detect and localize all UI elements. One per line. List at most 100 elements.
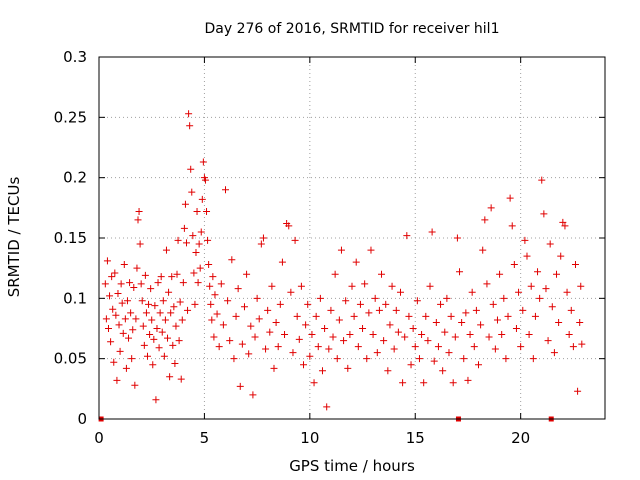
data-point bbox=[468, 288, 476, 296]
data-point bbox=[170, 303, 178, 311]
x-axis-title: GPS time / hours bbox=[289, 457, 415, 475]
data-point bbox=[285, 222, 293, 230]
data-point bbox=[485, 333, 493, 341]
data-point bbox=[291, 236, 299, 244]
data-point bbox=[491, 345, 499, 353]
data-point bbox=[140, 341, 148, 349]
data-point bbox=[498, 331, 506, 339]
data-point bbox=[323, 403, 331, 411]
data-point bbox=[443, 294, 451, 302]
grid bbox=[99, 57, 605, 419]
data-point bbox=[344, 364, 352, 372]
data-point bbox=[169, 341, 177, 349]
data-point bbox=[150, 335, 158, 343]
data-point bbox=[184, 306, 192, 314]
data-point bbox=[548, 303, 556, 311]
data-point bbox=[576, 318, 584, 326]
data-point bbox=[405, 312, 413, 320]
data-point bbox=[529, 355, 537, 363]
data-point bbox=[157, 273, 165, 281]
data-point bbox=[243, 270, 251, 278]
data-point bbox=[189, 232, 197, 240]
data-point bbox=[577, 282, 585, 290]
data-point bbox=[424, 337, 432, 345]
data-point bbox=[363, 355, 371, 363]
data-point bbox=[500, 294, 508, 302]
data-point bbox=[194, 279, 202, 287]
data-point bbox=[110, 358, 118, 366]
data-point bbox=[331, 270, 339, 278]
data-point bbox=[117, 280, 125, 288]
data-point bbox=[205, 261, 213, 269]
data-point bbox=[101, 280, 109, 288]
data-point bbox=[161, 316, 169, 324]
data-point bbox=[196, 264, 204, 272]
data-point bbox=[185, 110, 193, 118]
data-point bbox=[557, 252, 565, 260]
x-tick-label: 10 bbox=[300, 429, 319, 447]
data-point bbox=[493, 316, 501, 324]
data-point bbox=[462, 309, 470, 317]
data-point bbox=[102, 315, 110, 323]
data-point bbox=[367, 246, 375, 254]
data-point bbox=[179, 279, 187, 287]
y-tick-label: 0 bbox=[77, 410, 87, 428]
data-point bbox=[204, 236, 212, 244]
data-point bbox=[546, 240, 554, 248]
data-point bbox=[287, 288, 295, 296]
data-point bbox=[272, 318, 280, 326]
data-point bbox=[489, 300, 497, 308]
data-point bbox=[316, 294, 324, 302]
data-point bbox=[182, 239, 190, 247]
data-point bbox=[466, 331, 474, 339]
data-point bbox=[401, 333, 409, 341]
data-point bbox=[420, 379, 428, 387]
data-point bbox=[348, 282, 356, 290]
data-point bbox=[418, 331, 426, 339]
data-point bbox=[578, 340, 586, 348]
data-point bbox=[121, 315, 129, 323]
data-point bbox=[458, 318, 466, 326]
data-point bbox=[266, 328, 274, 336]
data-point bbox=[168, 273, 176, 281]
data-point bbox=[310, 379, 318, 387]
data-point bbox=[388, 282, 396, 290]
data-point bbox=[373, 349, 381, 357]
data-point bbox=[352, 258, 360, 266]
data-point bbox=[131, 381, 139, 389]
data-point bbox=[176, 298, 184, 306]
data-point bbox=[422, 312, 430, 320]
data-point bbox=[306, 352, 314, 360]
data-point bbox=[413, 297, 421, 305]
data-point bbox=[230, 355, 238, 363]
data-point bbox=[561, 222, 569, 230]
data-point bbox=[238, 340, 246, 348]
data-point bbox=[112, 311, 120, 319]
data-point bbox=[259, 234, 267, 242]
data-point bbox=[447, 312, 455, 320]
data-point bbox=[217, 280, 225, 288]
data-point bbox=[274, 343, 282, 351]
data-point bbox=[527, 282, 535, 290]
data-point bbox=[224, 297, 232, 305]
axis-ticks bbox=[98, 56, 605, 420]
data-point bbox=[113, 376, 121, 384]
data-point bbox=[255, 315, 263, 323]
data-point bbox=[226, 337, 234, 345]
data-point bbox=[178, 316, 186, 324]
data-point bbox=[426, 282, 434, 290]
data-point bbox=[531, 312, 539, 320]
data-point bbox=[158, 328, 166, 336]
data-point bbox=[109, 305, 117, 313]
data-point bbox=[477, 321, 485, 329]
data-point bbox=[135, 207, 143, 215]
data-point bbox=[153, 325, 161, 332]
data-point bbox=[327, 306, 335, 314]
data-point bbox=[167, 309, 175, 317]
data-point bbox=[152, 396, 160, 404]
data-point bbox=[228, 256, 236, 264]
x-tick-label: 5 bbox=[200, 429, 210, 447]
data-point bbox=[563, 288, 571, 296]
data-point bbox=[523, 252, 531, 260]
